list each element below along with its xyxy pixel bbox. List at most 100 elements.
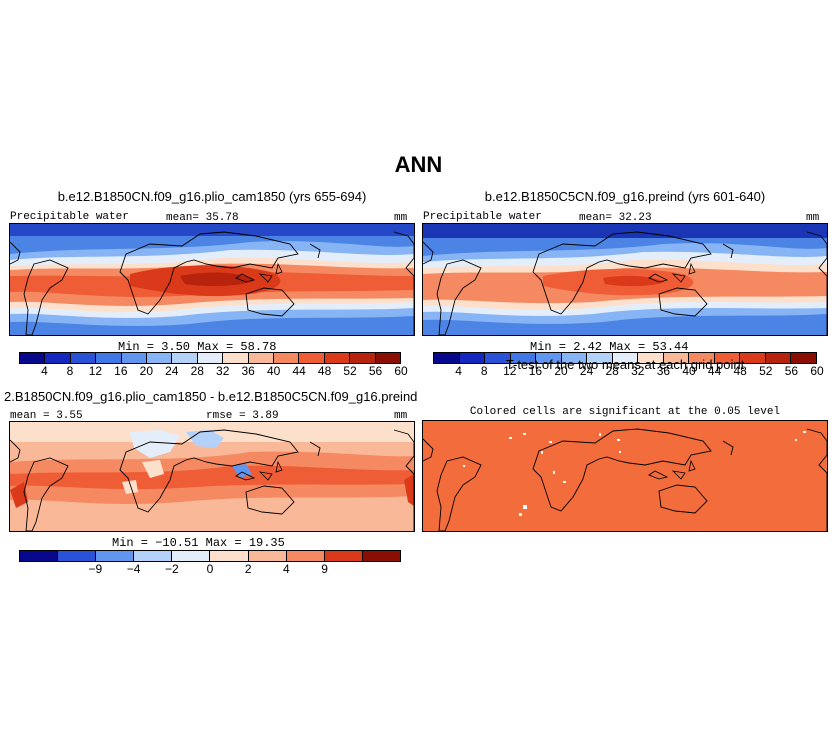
colorbar-preind-swatch xyxy=(612,353,639,363)
panel-title-preind: b.e12.B1850C5CN.f09_g16.preind (yrs 601-… xyxy=(484,189,766,204)
mean-label-preind: mean= 32.23 xyxy=(579,212,652,224)
colorbar-preind-swatch xyxy=(510,353,537,363)
colorbar-difference-swatch xyxy=(58,551,97,561)
colorbar-plio-swatch xyxy=(274,353,300,363)
colorbar-plio-tick-label: 44 xyxy=(292,364,306,378)
minmax-label-preind: Min = 2.42 Max = 53.44 xyxy=(530,340,689,354)
colorbar-difference-tick-label: 0 xyxy=(206,562,214,576)
units-label-plio: mm xyxy=(394,212,408,224)
colorbar-plio-swatch xyxy=(147,353,173,363)
colorbar-preind-swatch xyxy=(689,353,715,363)
colorbar-preind-swatch xyxy=(459,353,486,363)
var-label-plio: Precipitable water xyxy=(10,211,129,223)
colorbar-preind-swatch xyxy=(791,353,816,363)
colorbar-preind-swatch xyxy=(765,353,792,363)
colorbar-difference-tick-label: 9 xyxy=(321,562,328,576)
colorbar-preind-tick-label: 4 xyxy=(455,364,462,378)
colorbar-preind-tick-label: 28 xyxy=(605,364,619,378)
panel-title-plio: b.e12.B1850CN.f09_g16.plio_cam1850 (yrs … xyxy=(57,189,367,204)
colorbar-precip-preind xyxy=(433,352,817,364)
colorbar-plio-swatch xyxy=(45,353,71,363)
colorbar-preind-swatch xyxy=(536,353,562,363)
colorbar-preind-tick-label: 24 xyxy=(579,364,594,378)
colorbar-difference-swatch xyxy=(96,551,135,561)
colorbar-preind-tick-label: 48 xyxy=(733,364,747,378)
colorbar-plio-swatch xyxy=(172,353,198,363)
panel-title-difference: 2.B1850CN.f09_g16.plio_cam1850 - b.e12.B… xyxy=(4,389,418,404)
colorbar-plio-tick-label: 60 xyxy=(394,364,408,378)
colorbar-difference xyxy=(19,550,401,562)
colorbar-preind-tick-label: 32 xyxy=(631,364,645,378)
rmse-label-difference: rmse = 3.89 xyxy=(206,410,279,422)
colorbar-plio-swatch xyxy=(96,353,122,363)
colorbar-plio-tick-label: 28 xyxy=(190,364,204,378)
colorbar-preind-tick-label: 16 xyxy=(528,364,543,378)
colorbar-preind-swatch xyxy=(561,353,588,363)
colorbar-plio-swatch xyxy=(324,353,351,363)
colorbar-preind-tick-label: 8 xyxy=(480,364,488,378)
colorbar-plio-tick-label: 36 xyxy=(241,364,255,378)
colorbar-precip-plio xyxy=(19,352,401,364)
colorbar-ticks-preind: 4 8 12 16 20 24 28 32 36 40 44 48 52 56 60 xyxy=(433,364,823,378)
colorbar-plio-swatch xyxy=(223,353,249,363)
colorbar-difference-swatch xyxy=(248,551,287,561)
colorbar-plio-tick-label: 12 xyxy=(88,364,103,378)
map-ttest-significance xyxy=(422,420,828,532)
mean-label-plio: mean= 35.78 xyxy=(166,212,239,224)
colorbar-preind-tick-label: 56 xyxy=(784,364,799,378)
colorbar-plio-tick-label: 20 xyxy=(139,364,154,378)
minmax-label-difference: Min = −10.51 Max = 19.35 xyxy=(112,536,285,550)
colorbar-difference-swatch xyxy=(134,551,173,561)
colorbar-plio-tick-label: 56 xyxy=(368,364,383,378)
colorbar-difference-tick-label: 2 xyxy=(244,562,252,576)
colorbar-difference-swatch xyxy=(20,551,59,561)
colorbar-preind-swatch xyxy=(485,353,511,363)
colorbar-preind-tick-label: 40 xyxy=(682,364,696,378)
colorbar-plio-tick-label: 8 xyxy=(66,364,74,378)
colorbar-difference-tick-label: 4 xyxy=(283,562,290,576)
colorbar-plio-tick-label: 24 xyxy=(165,364,179,378)
colorbar-difference-tick-label: −4 xyxy=(126,562,141,576)
colorbar-plio-swatch xyxy=(20,353,46,363)
colorbar-plio-swatch xyxy=(197,353,224,363)
colorbar-plio-tick-label: 4 xyxy=(41,364,48,378)
colorbar-ticks-plio: 4 8 12 16 20 24 28 32 36 40 44 48 52 56 60 xyxy=(19,364,408,378)
colorbar-difference-swatch xyxy=(286,551,325,561)
map-precip-difference xyxy=(9,421,415,532)
minmax-label-plio: Min = 3.50 Max = 58.78 xyxy=(118,340,277,354)
colorbar-preind-tick-label: 36 xyxy=(656,364,671,378)
colorbar-plio-tick-label: 16 xyxy=(114,364,128,378)
panel-title-ttest: T-test of the two means at each grid poi… xyxy=(505,357,745,372)
units-label-difference: mm xyxy=(394,410,408,422)
colorbar-plio-tick-label: 52 xyxy=(343,364,357,378)
colorbar-preind-swatch xyxy=(740,353,766,363)
colorbar-plio-swatch xyxy=(70,353,97,363)
var-label-preind: Precipitable water xyxy=(423,211,542,223)
colorbar-difference-swatch xyxy=(362,551,400,561)
colorbar-plio-swatch xyxy=(248,353,275,363)
colorbar-plio-swatch xyxy=(121,353,148,363)
map-precip-plio xyxy=(9,223,415,336)
colorbar-preind-swatch xyxy=(714,353,741,363)
colorbar-ticks-difference: −9 −4 −2 0 2 4 9 xyxy=(19,562,399,576)
colorbar-difference-swatch xyxy=(324,551,363,561)
colorbar-plio-tick-label: 40 xyxy=(266,364,281,378)
colorbar-preind-tick-label: 60 xyxy=(810,364,824,378)
colorbar-preind-tick-label: 20 xyxy=(554,364,568,378)
colorbar-preind-tick-label: 12 xyxy=(503,364,517,378)
units-label-preind: mm xyxy=(806,212,820,224)
colorbar-preind-swatch xyxy=(434,353,460,363)
colorbar-difference-swatch xyxy=(210,551,249,561)
colorbar-plio-swatch xyxy=(375,353,401,363)
ttest-subtitle: Colored cells are significant at the 0.0… xyxy=(469,406,781,418)
colorbar-plio-swatch xyxy=(350,353,376,363)
colorbar-preind-swatch xyxy=(587,353,613,363)
colorbar-preind-tick-label: 44 xyxy=(707,364,722,378)
colorbar-preind-swatch xyxy=(663,353,690,363)
colorbar-plio-swatch xyxy=(299,353,325,363)
colorbar-difference-tick-label: −9 xyxy=(88,562,103,576)
colorbar-preind-swatch xyxy=(638,353,664,363)
colorbar-difference-tick-label: −2 xyxy=(164,562,179,576)
colorbar-difference-swatch xyxy=(172,551,211,561)
colorbar-preind-tick-label: 52 xyxy=(759,364,773,378)
